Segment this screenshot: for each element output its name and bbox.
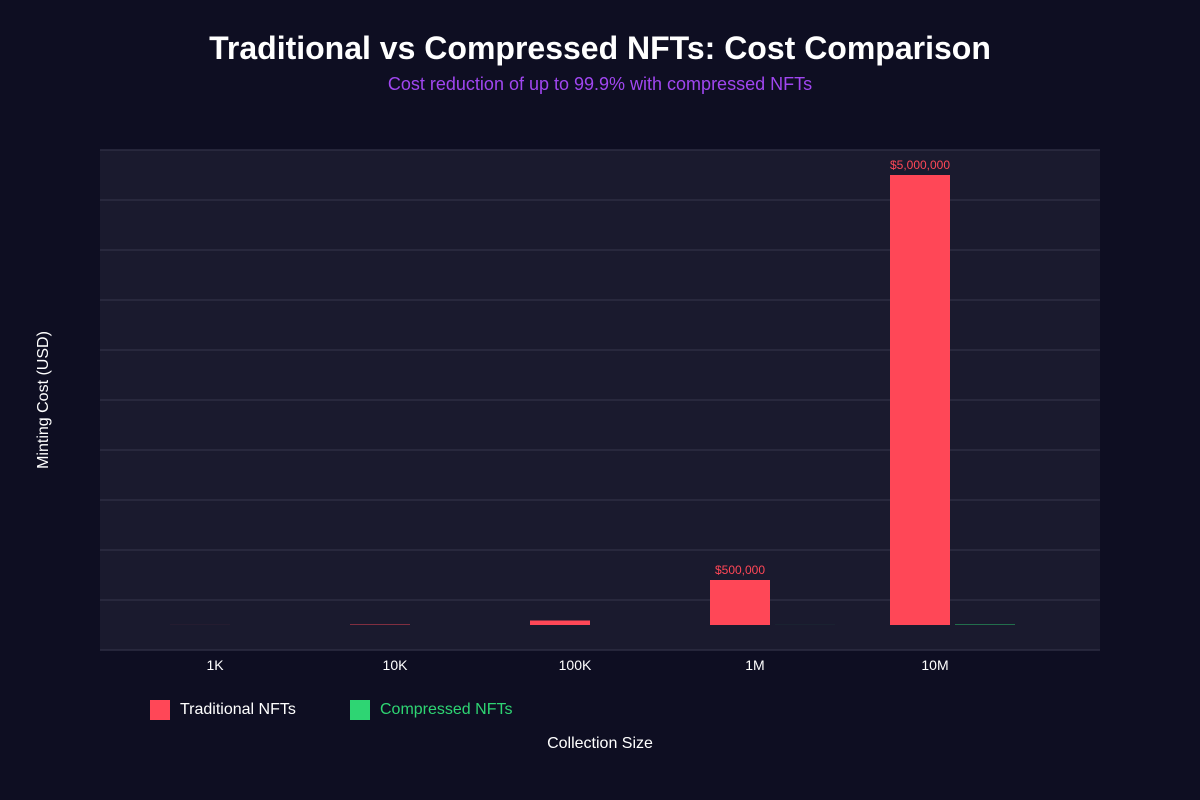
legend-item-compressed: Compressed NFTs [350, 700, 512, 720]
x-tick-label: 10K [383, 657, 409, 673]
chart-title: Traditional vs Compressed NFTs: Cost Com… [209, 30, 991, 66]
data-label: $500,000 [715, 563, 765, 577]
bar-traditional [890, 175, 950, 625]
legend-label-compressed: Compressed NFTs [380, 701, 513, 718]
x-tick-label: 1K [206, 657, 224, 673]
legend-swatch-traditional [150, 700, 170, 720]
bar-traditional [530, 620, 590, 625]
x-tick-label: 10M [921, 657, 948, 673]
chart-subtitle: Cost reduction of up to 99.9% with compr… [387, 74, 813, 94]
legend-label-traditional: Traditional NFTs [180, 701, 296, 718]
legend-swatch-compressed [350, 700, 370, 720]
x-tick-label: 1M [745, 657, 764, 673]
legend-item-traditional: Traditional NFTs [150, 700, 296, 720]
x-axis-label: Collection Size [547, 735, 653, 752]
bar-traditional [710, 580, 770, 625]
data-label: $5,000,000 [890, 158, 950, 172]
x-tick-label: 100K [559, 657, 592, 673]
